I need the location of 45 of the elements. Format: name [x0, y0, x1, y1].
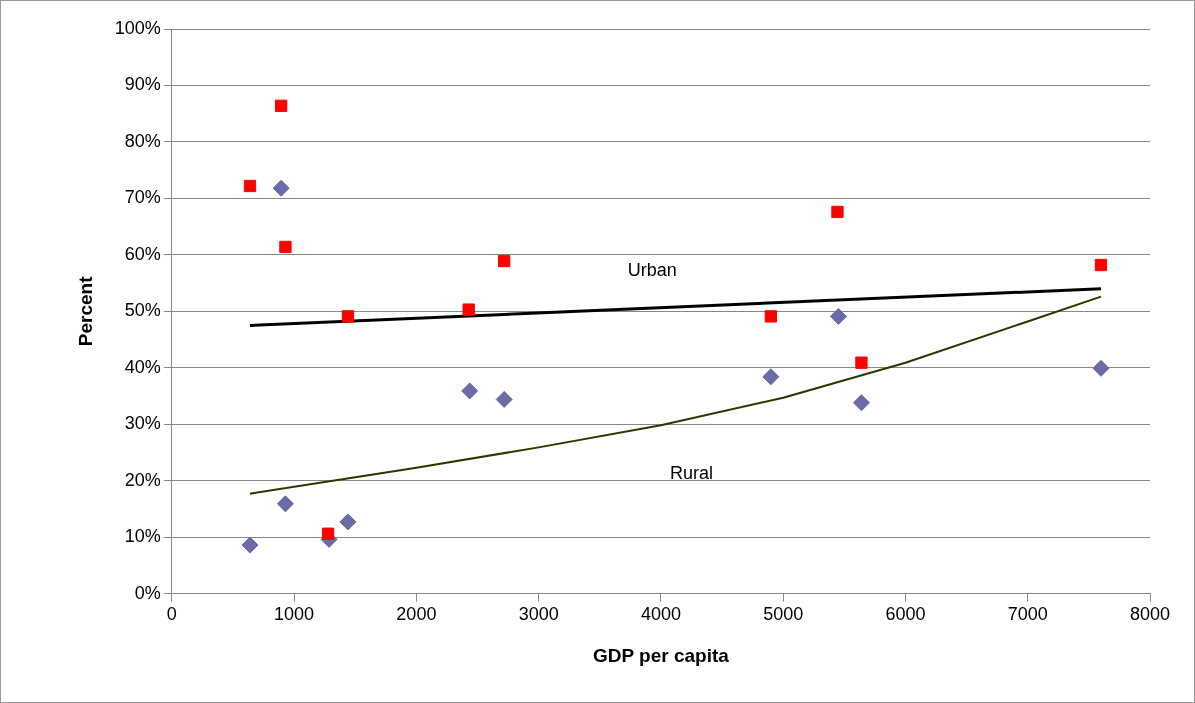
point	[1092, 359, 1110, 377]
point	[829, 307, 847, 325]
y-tick-label: 60%	[124, 243, 161, 264]
y-tick-label: 20%	[124, 469, 161, 490]
annotation: Rural	[669, 463, 713, 484]
x-tick-label: 4000	[640, 604, 681, 625]
y-tick-label: 90%	[124, 74, 161, 95]
y-tick-label: 10%	[124, 526, 161, 547]
x-tick-label: 2000	[396, 604, 437, 625]
x-tick-label: 6000	[885, 604, 926, 625]
y-tick-label: 0%	[134, 582, 161, 603]
point	[276, 495, 294, 513]
x-tick-label: 3000	[518, 604, 559, 625]
annotation: Urban	[627, 259, 677, 280]
x-tick-label: 0	[166, 604, 177, 625]
point	[764, 310, 777, 323]
point	[762, 368, 780, 386]
x-tick-label: 5000	[763, 604, 804, 625]
point	[462, 303, 475, 316]
point	[341, 310, 355, 323]
point	[852, 394, 870, 412]
point	[855, 356, 868, 369]
x-tick-label: 8000	[1129, 604, 1171, 625]
y-tick-label: 100%	[114, 17, 161, 38]
point	[339, 513, 357, 531]
point	[279, 240, 292, 254]
y-tick-label: 30%	[124, 413, 161, 434]
x-axis-title: GDP per capita	[592, 644, 730, 666]
point	[831, 205, 844, 219]
y-tick-label: 50%	[124, 300, 161, 321]
point	[495, 390, 513, 408]
point	[274, 99, 288, 112]
y-axis-title: Percent	[74, 275, 96, 347]
point	[321, 527, 335, 540]
x-tick-label: 1000	[274, 604, 315, 625]
point	[1094, 258, 1108, 272]
point	[461, 382, 479, 400]
y-tick-label: 40%	[124, 356, 161, 377]
point	[498, 254, 511, 268]
x-tick-label: 7000	[1007, 604, 1048, 625]
y-tick-label: 80%	[124, 130, 161, 151]
point	[272, 179, 290, 197]
point	[241, 536, 259, 554]
point	[243, 179, 257, 193]
y-tick-label: 70%	[124, 187, 161, 208]
